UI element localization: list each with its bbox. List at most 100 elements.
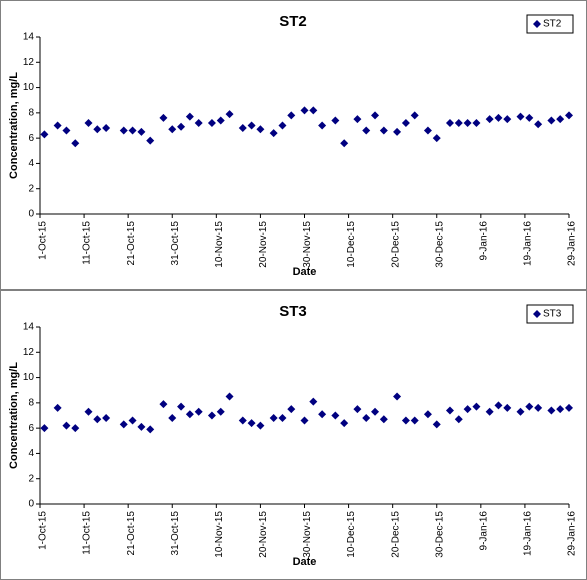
data-point (340, 139, 349, 148)
data-point (128, 416, 137, 425)
y-axis-title: Concentration, mg/L (8, 362, 20, 469)
data-point (256, 421, 265, 430)
data-point (53, 121, 62, 130)
x-tick-label: 29-Jan-16 (567, 221, 578, 266)
data-point (93, 125, 102, 134)
data-point (185, 112, 194, 121)
data-point (463, 118, 472, 127)
data-point (225, 110, 234, 119)
data-point (194, 407, 203, 416)
data-point (62, 126, 71, 135)
x-tick-label: 9-Jan-16 (478, 221, 489, 261)
data-point (40, 424, 49, 433)
data-point (119, 420, 128, 429)
x-axis-title: Date (293, 266, 317, 278)
y-tick-label: 12 (23, 57, 35, 68)
x-tick-label: 19-Jan-16 (523, 221, 534, 266)
data-point (340, 419, 349, 428)
x-tick-label: 9-Jan-16 (478, 511, 489, 551)
data-point (463, 405, 472, 414)
data-point (256, 125, 265, 134)
data-point (168, 414, 177, 423)
chart-panel: ST3 0 2 4 6 8 10 12 14 1-Oct-15 11-Oct-15 21-Oct-15… (0, 290, 587, 580)
data-point (40, 130, 49, 139)
data-point (128, 126, 137, 135)
data-point (534, 403, 543, 412)
x-tick-label: 1-Oct-15 (38, 221, 49, 260)
y-axis-title: Concentration, mg/L (8, 72, 20, 179)
data-point (423, 126, 432, 135)
data-point (269, 129, 278, 138)
data-point (432, 134, 441, 143)
data-point (362, 414, 371, 423)
data-point (159, 113, 168, 122)
data-point (287, 111, 296, 120)
data-point (565, 403, 573, 412)
data-point (503, 115, 512, 124)
y-tick-label: 4 (28, 158, 34, 169)
data-point (410, 416, 419, 425)
data-point (137, 422, 146, 431)
data-point (454, 415, 463, 424)
data-point (71, 139, 80, 148)
data-point (216, 407, 225, 416)
x-tick-label: 30-Nov-15 (302, 511, 313, 558)
data-point (371, 111, 380, 120)
x-tick-label: 10-Dec-15 (346, 221, 357, 268)
x-tick-label: 21-Oct-15 (126, 221, 137, 266)
data-point (102, 414, 111, 423)
x-tick-label: 10-Nov-15 (214, 221, 225, 268)
x-tick-label: 20-Nov-15 (258, 221, 269, 268)
data-point (278, 121, 287, 130)
y-tick-label: 4 (28, 448, 34, 459)
data-point (331, 116, 340, 125)
x-tick-label: 10-Dec-15 (346, 511, 357, 558)
legend-label: ST2 (543, 19, 562, 30)
data-point (485, 407, 494, 416)
data-point (287, 405, 296, 414)
data-point (278, 414, 287, 423)
data-point (494, 401, 503, 410)
data-point (247, 419, 256, 428)
data-point (454, 118, 463, 127)
data-point (516, 407, 525, 416)
data-point (423, 410, 432, 419)
data-point (379, 126, 388, 135)
data-point (309, 397, 318, 406)
x-tick-label: 10-Nov-15 (214, 511, 225, 558)
y-tick-label: 14 (23, 322, 35, 333)
data-point (84, 118, 93, 127)
data-point (485, 115, 494, 124)
legend-label: ST3 (543, 309, 562, 320)
y-tick-label: 2 (28, 473, 34, 484)
data-point (309, 106, 318, 115)
data-point (547, 406, 556, 415)
data-point (556, 115, 565, 124)
data-point (216, 116, 225, 125)
x-tick-label: 31-Oct-15 (170, 511, 181, 556)
data-point (207, 411, 216, 420)
y-tick-label: 14 (23, 32, 35, 43)
data-point (194, 118, 203, 127)
data-point (53, 403, 62, 412)
data-point (300, 106, 309, 115)
data-point (146, 425, 155, 434)
data-point (393, 127, 402, 136)
data-point (565, 111, 573, 120)
data-point (247, 121, 256, 130)
data-point (525, 113, 534, 122)
x-tick-label: 11-Oct-15 (82, 511, 93, 555)
legend-marker (533, 310, 541, 318)
x-tick-label: 31-Oct-15 (170, 221, 181, 266)
data-point (331, 411, 340, 420)
data-point (238, 416, 247, 425)
legend-marker (533, 20, 541, 28)
y-tick-label: 0 (28, 209, 34, 220)
data-point (207, 118, 216, 127)
x-tick-label: 30-Dec-15 (434, 511, 445, 558)
data-point (556, 405, 565, 414)
y-tick-label: 6 (28, 423, 34, 434)
data-point (146, 136, 155, 145)
x-tick-label: 19-Jan-16 (523, 511, 534, 556)
x-tick-label: 21-Oct-15 (126, 511, 137, 556)
